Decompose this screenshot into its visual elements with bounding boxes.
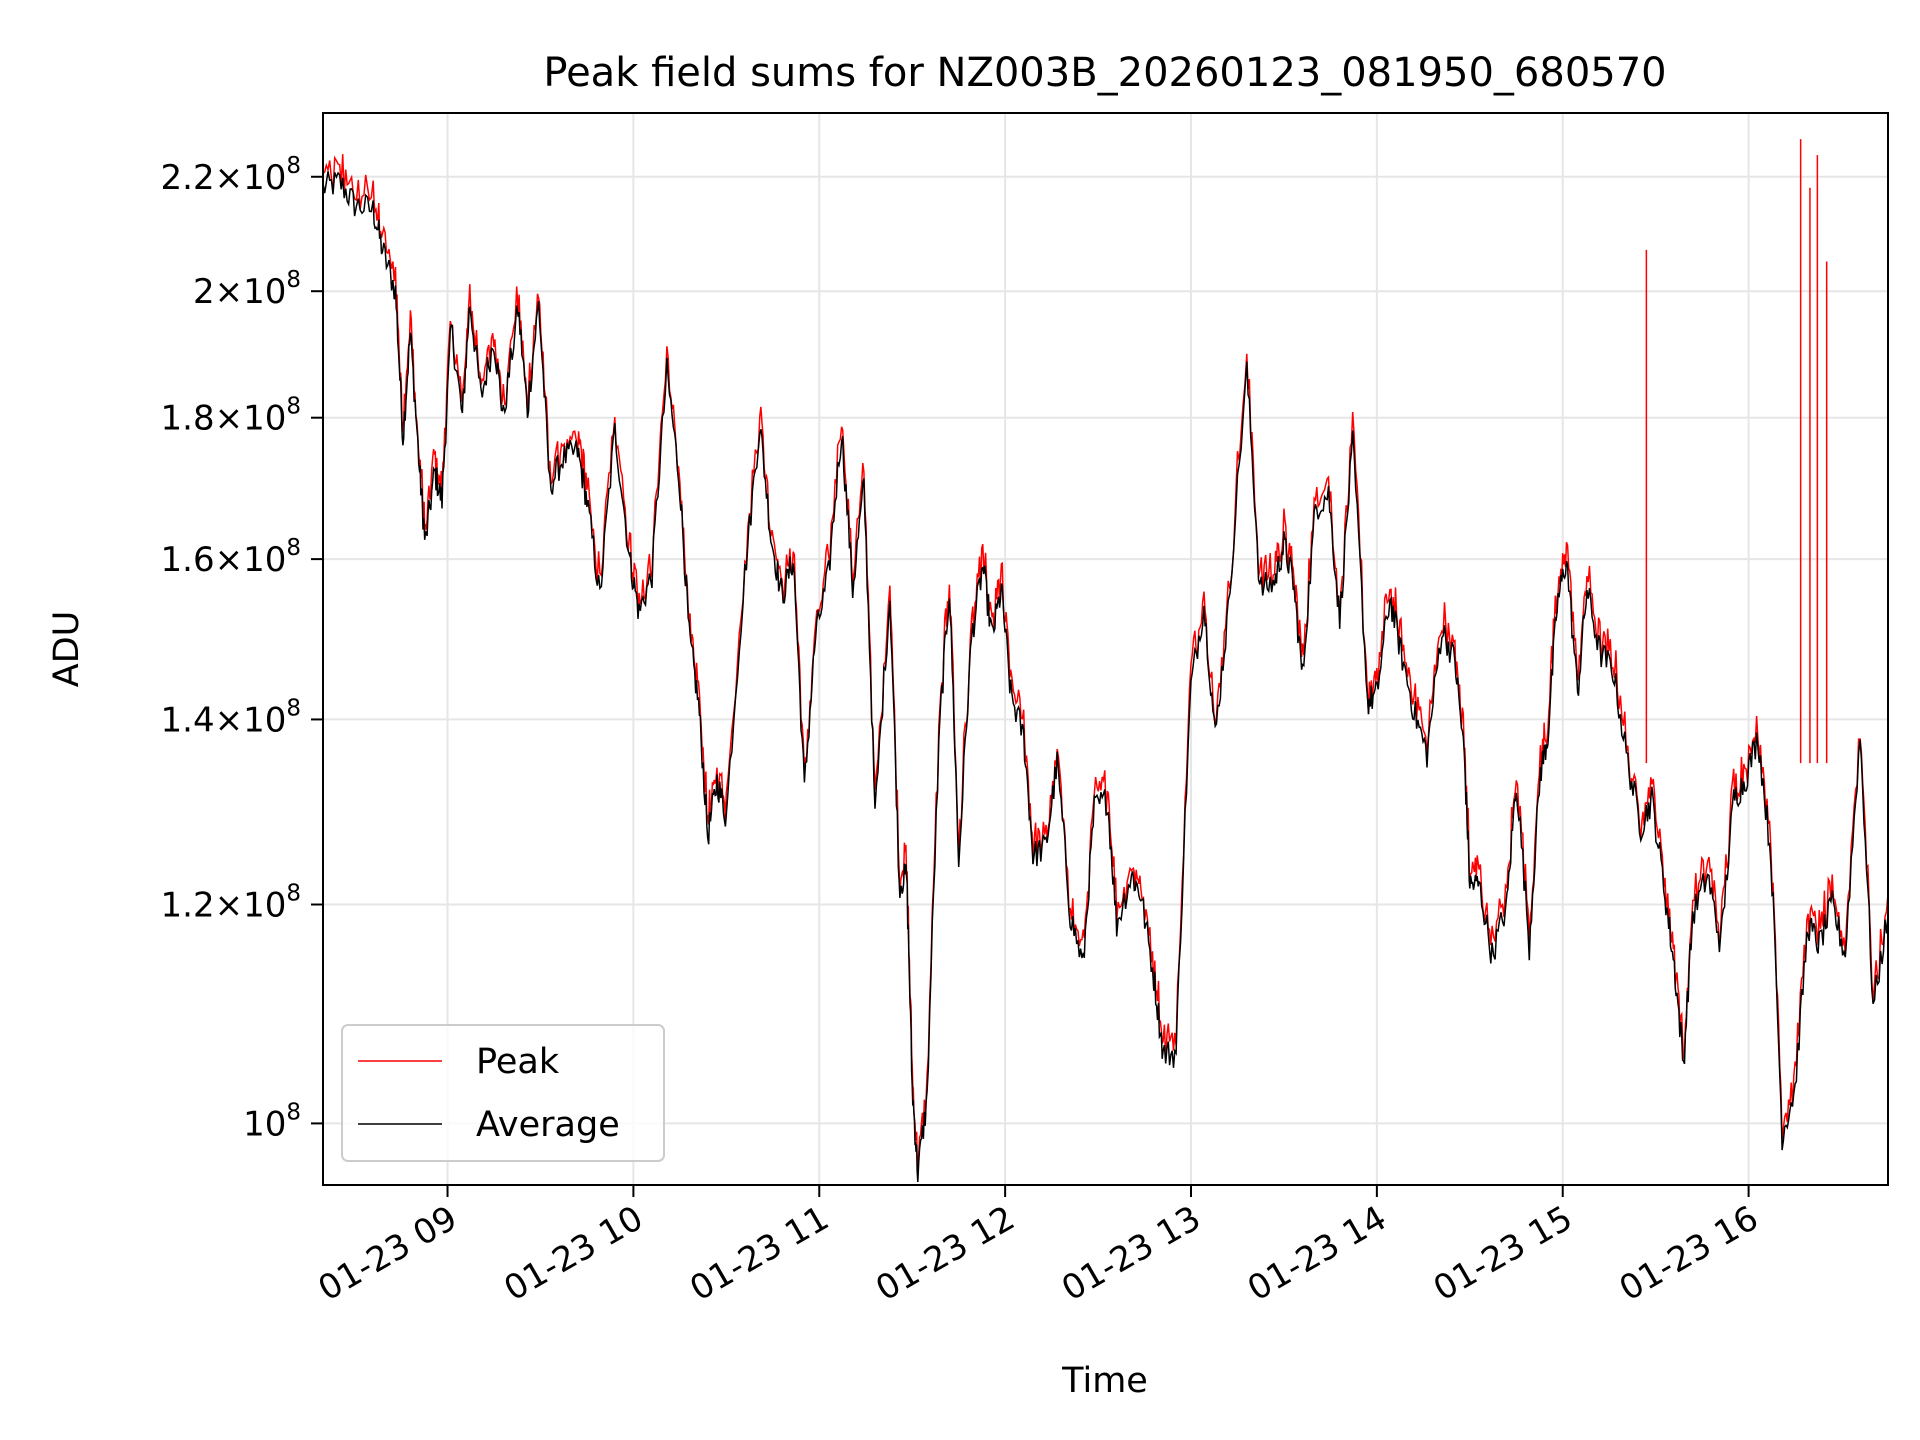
- y-tick-label: 1.4×108: [161, 695, 301, 740]
- y-tick-label: 1.2×108: [161, 881, 301, 926]
- y-axis-label: ADU: [47, 611, 87, 688]
- y-tick-label: 1.8×108: [161, 394, 301, 439]
- chart-title: Peak field sums for NZ003B_20260123_0819…: [543, 50, 1666, 96]
- y-tick-label: 108: [243, 1099, 301, 1144]
- legend: Peak Average: [341, 1024, 665, 1162]
- plot-frame: [322, 112, 1889, 1186]
- legend-box: [341, 1024, 665, 1162]
- series-layer: [322, 139, 1889, 1183]
- legend-label-peak: Peak: [476, 1042, 560, 1082]
- y-tick-label: 2.2×108: [161, 153, 301, 198]
- legend-label-average: Average: [476, 1105, 620, 1145]
- x-axis-label: Time: [1061, 1361, 1148, 1401]
- series-line-average: [322, 171, 1889, 1183]
- y-axis: 108 1.2×108 1.4×108 1.6×108 1.8×108 2×108 2.2×…: [161, 153, 323, 1144]
- y-tick-label: 2×108: [193, 267, 301, 312]
- y-tick-label: 1.6×108: [161, 535, 301, 580]
